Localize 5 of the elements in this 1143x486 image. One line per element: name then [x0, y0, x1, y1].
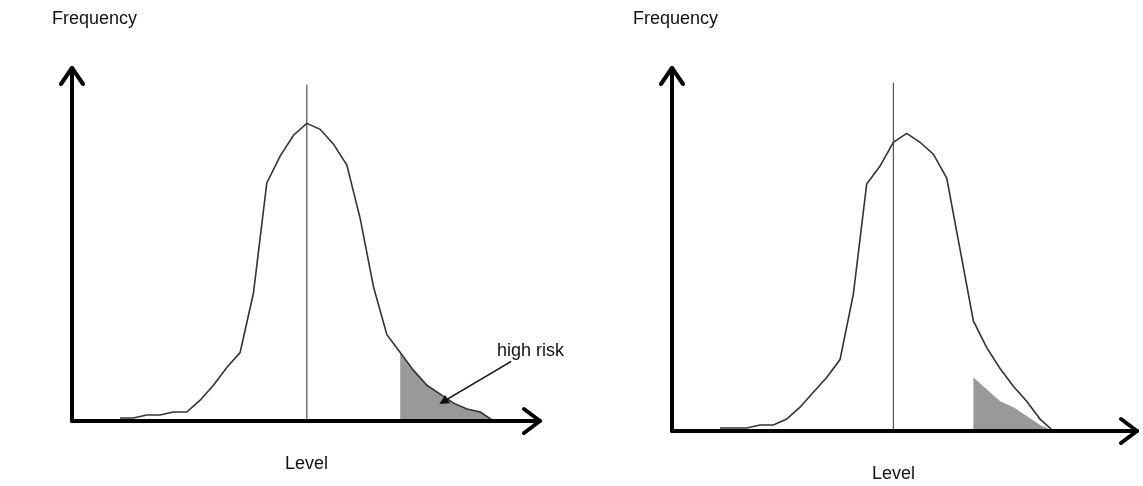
y-axis-title: Frequency: [52, 8, 138, 28]
annotation: high risk: [497, 340, 566, 360]
y-axis-title: Frequency: [633, 8, 719, 28]
x-axis-title: Level: [872, 463, 916, 483]
x-axis-title: Level: [285, 453, 329, 473]
